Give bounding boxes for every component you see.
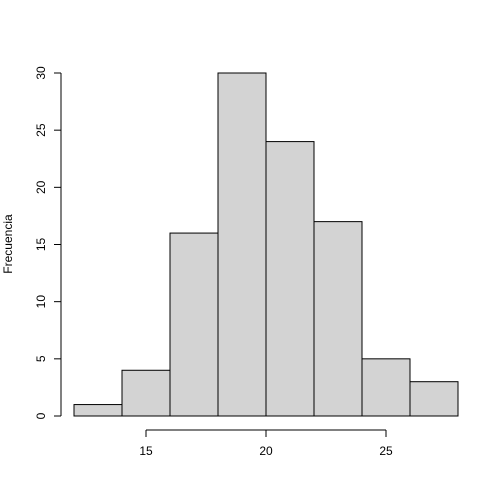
y-axis: 0 5 10 15 20 25 30: [34, 66, 62, 419]
y-tick-label: 25: [34, 123, 48, 137]
histogram-bar: [121, 369, 171, 417]
bars-group: [73, 72, 459, 417]
histogram-bar: [409, 381, 459, 417]
y-tick-label: 5: [34, 355, 48, 362]
histogram-bar: [361, 358, 411, 417]
x-tick-label: 25: [379, 444, 393, 458]
histogram-bar: [313, 221, 363, 417]
x-tick-label: 15: [139, 444, 153, 458]
x-tick-label: 20: [259, 444, 273, 458]
histogram-bar: [217, 72, 267, 417]
y-tick-label: 10: [34, 295, 48, 309]
histogram-bar: [169, 232, 219, 417]
histogram-bar: [73, 404, 123, 417]
y-tick-label: 30: [34, 66, 48, 80]
y-tick-label: 15: [34, 238, 48, 252]
histogram-bar: [265, 141, 315, 417]
x-axis: 15 20 25: [139, 429, 393, 458]
y-tick-label: 0: [34, 412, 48, 419]
y-axis-label: Frecuencia: [1, 214, 15, 274]
y-tick-label: 20: [34, 180, 48, 194]
